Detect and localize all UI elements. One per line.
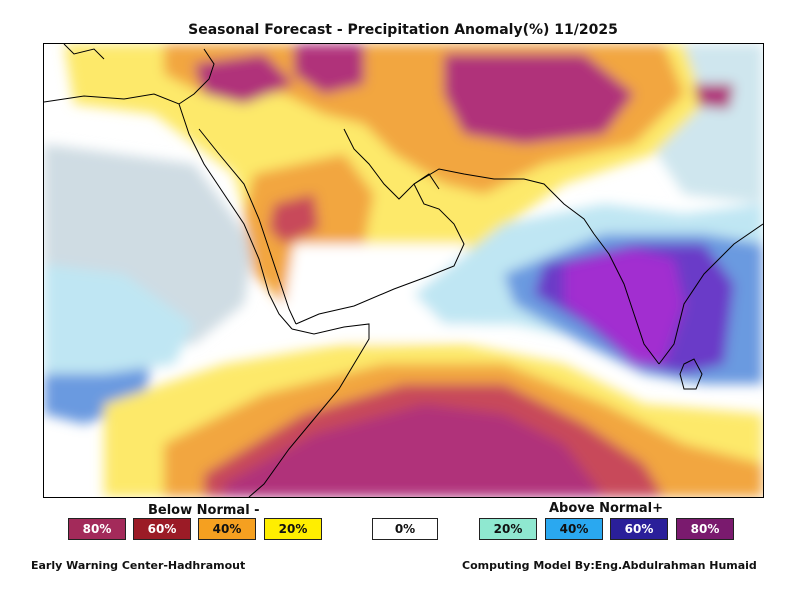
coastline-india-west [593,233,660,365]
footer-left-credit: Early Warning Center-Hadhramout [31,559,246,572]
magenta-zone-north-central [294,44,364,94]
anomaly-field [44,44,763,497]
coastline-sri-lanka [679,358,703,390]
coastline-red-sea-east [198,128,297,325]
magenta-spot-iran-east [694,84,734,109]
above-80-swatch: 80% [676,518,734,540]
map-title: Seasonal Forecast - Precipitation Anomal… [188,22,618,38]
magenta-zone-south [224,404,604,497]
coastline-red-sea-west [178,103,293,330]
above-60-swatch: 60% [610,518,668,540]
violet-zone-india [564,249,684,364]
coastline-india-east [658,223,763,365]
below-40-swatch: 40% [198,518,256,540]
light-blue-zone-east-africa-west [44,264,194,374]
below-20-swatch: 20% [264,518,322,540]
precipitation-anomaly-map [43,43,764,498]
magenta-zone-north [194,54,294,104]
footer-right-credit: Computing Model By:Eng.Abdulrahman Humai… [462,559,757,572]
coastline-horn-africa [248,323,370,497]
below-normal-label: Below Normal - [148,503,260,518]
coastline-persian-gulf [343,128,595,235]
zero-swatch: 0% [372,518,438,540]
above-40-swatch: 40% [545,518,603,540]
red-spot-central-arabia [269,194,319,244]
coastline-mediterranean-north [63,44,105,60]
below-60-swatch: 60% [133,518,191,540]
above-normal-label: Above Normal+ [549,501,664,516]
below-80-swatch: 80% [68,518,126,540]
coastlines [44,44,763,497]
magenta-zone-northeast [444,54,634,144]
above-20-swatch: 20% [479,518,537,540]
